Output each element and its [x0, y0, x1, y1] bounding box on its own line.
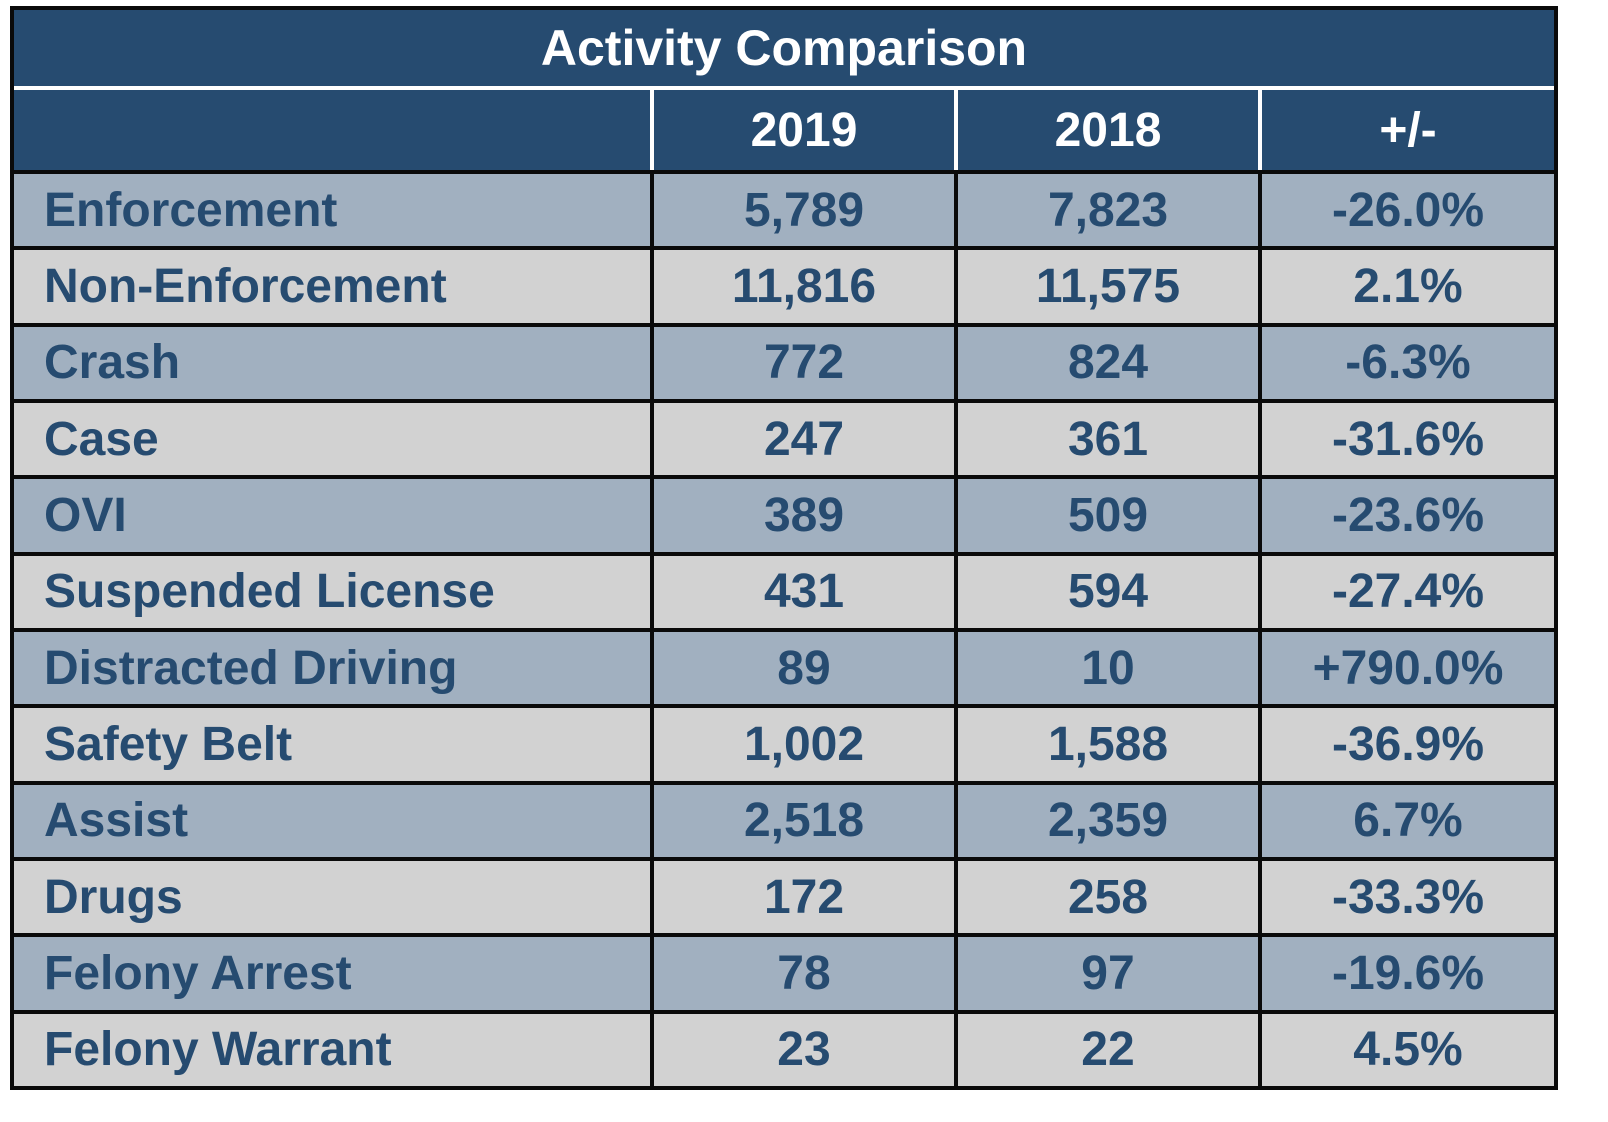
value-2019-cell: 5,789: [650, 174, 954, 247]
category-cell: Case: [44, 412, 159, 466]
column-header-row: 2019 2018 +/-: [14, 90, 1554, 170]
change-cell: -27.4%: [1258, 555, 1554, 628]
table-row: Drugs 172 258 -33.3%: [14, 856, 1554, 934]
column-header-change: +/-: [1258, 90, 1554, 170]
value-2019-cell: 89: [650, 631, 954, 705]
category-cell: OVI: [44, 488, 127, 542]
table-row: Enforcement 5,789 7,823 -26.0%: [14, 170, 1554, 247]
value-2019-cell: 23: [650, 1013, 954, 1086]
value-2018-cell: 11,575: [954, 250, 1258, 323]
change-cell: 2.1%: [1258, 250, 1554, 323]
value-2018-cell: 509: [954, 479, 1258, 552]
change-cell: +790.0%: [1258, 631, 1554, 705]
change-cell: -26.0%: [1258, 174, 1554, 247]
table-row: Distracted Driving 89 10 +790.0%: [14, 627, 1554, 705]
value-2018-cell: 1,588: [954, 708, 1258, 781]
table-row: Suspended License 431 594 -27.4%: [14, 551, 1554, 628]
category-cell: Drugs: [44, 870, 183, 924]
activity-comparison-table: Activity Comparison 2019 2018 +/- Enforc…: [10, 6, 1558, 1090]
table-row: Felony Arrest 78 97 -19.6%: [14, 933, 1554, 1010]
change-cell: -19.6%: [1258, 937, 1554, 1010]
value-2018-cell: 361: [954, 402, 1258, 476]
table-title: Activity Comparison: [14, 10, 1554, 90]
value-2019-cell: 1,002: [650, 708, 954, 781]
change-cell: -23.6%: [1258, 479, 1554, 552]
change-cell: -6.3%: [1258, 326, 1554, 399]
value-2019-cell: 247: [650, 402, 954, 476]
table-row: Crash 772 824 -6.3%: [14, 322, 1554, 399]
value-2019-cell: 431: [650, 555, 954, 628]
change-cell: -33.3%: [1258, 860, 1554, 934]
category-cell: Suspended License: [44, 565, 495, 619]
value-2018-cell: 2,359: [954, 784, 1258, 857]
category-cell: Non-Enforcement: [44, 259, 447, 313]
table-row: Non-Enforcement 11,816 11,575 2.1%: [14, 246, 1554, 323]
table-row: Case 247 361 -31.6%: [14, 398, 1554, 476]
table-body: Enforcement 5,789 7,823 -26.0% Non-Enforceme…: [14, 170, 1554, 1086]
column-header-2019: 2019: [650, 90, 954, 170]
table-row: Felony Warrant 23 22 4.5%: [14, 1009, 1554, 1086]
value-2018-cell: 22: [954, 1013, 1258, 1086]
category-cell: Safety Belt: [44, 717, 293, 771]
value-2018-cell: 7,823: [954, 174, 1258, 247]
value-2018-cell: 594: [954, 555, 1258, 628]
value-2018-cell: 258: [954, 860, 1258, 934]
value-2018-cell: 10: [954, 631, 1258, 705]
value-2019-cell: 172: [650, 860, 954, 934]
change-cell: -36.9%: [1258, 708, 1554, 781]
category-cell: Assist: [44, 794, 189, 848]
category-cell: Distracted Driving: [44, 641, 458, 695]
category-cell: Felony Arrest: [44, 946, 352, 1000]
value-2019-cell: 389: [650, 479, 954, 552]
change-cell: 6.7%: [1258, 784, 1554, 857]
category-cell: Felony Warrant: [44, 1023, 392, 1077]
change-cell: -31.6%: [1258, 402, 1554, 476]
value-2019-cell: 2,518: [650, 784, 954, 857]
value-2019-cell: 78: [650, 937, 954, 1010]
column-header-2018: 2018: [954, 90, 1258, 170]
change-cell: 4.5%: [1258, 1013, 1554, 1086]
value-2018-cell: 97: [954, 937, 1258, 1010]
column-header-category: [14, 90, 650, 170]
value-2019-cell: 772: [650, 326, 954, 399]
table-row: OVI 389 509 -23.6%: [14, 475, 1554, 552]
category-cell: Crash: [44, 336, 181, 390]
table-row: Assist 2,518 2,359 6.7%: [14, 780, 1554, 857]
value-2019-cell: 11,816: [650, 250, 954, 323]
table-row: Safety Belt 1,002 1,588 -36.9%: [14, 704, 1554, 781]
value-2018-cell: 824: [954, 326, 1258, 399]
category-cell: Enforcement: [44, 183, 338, 237]
